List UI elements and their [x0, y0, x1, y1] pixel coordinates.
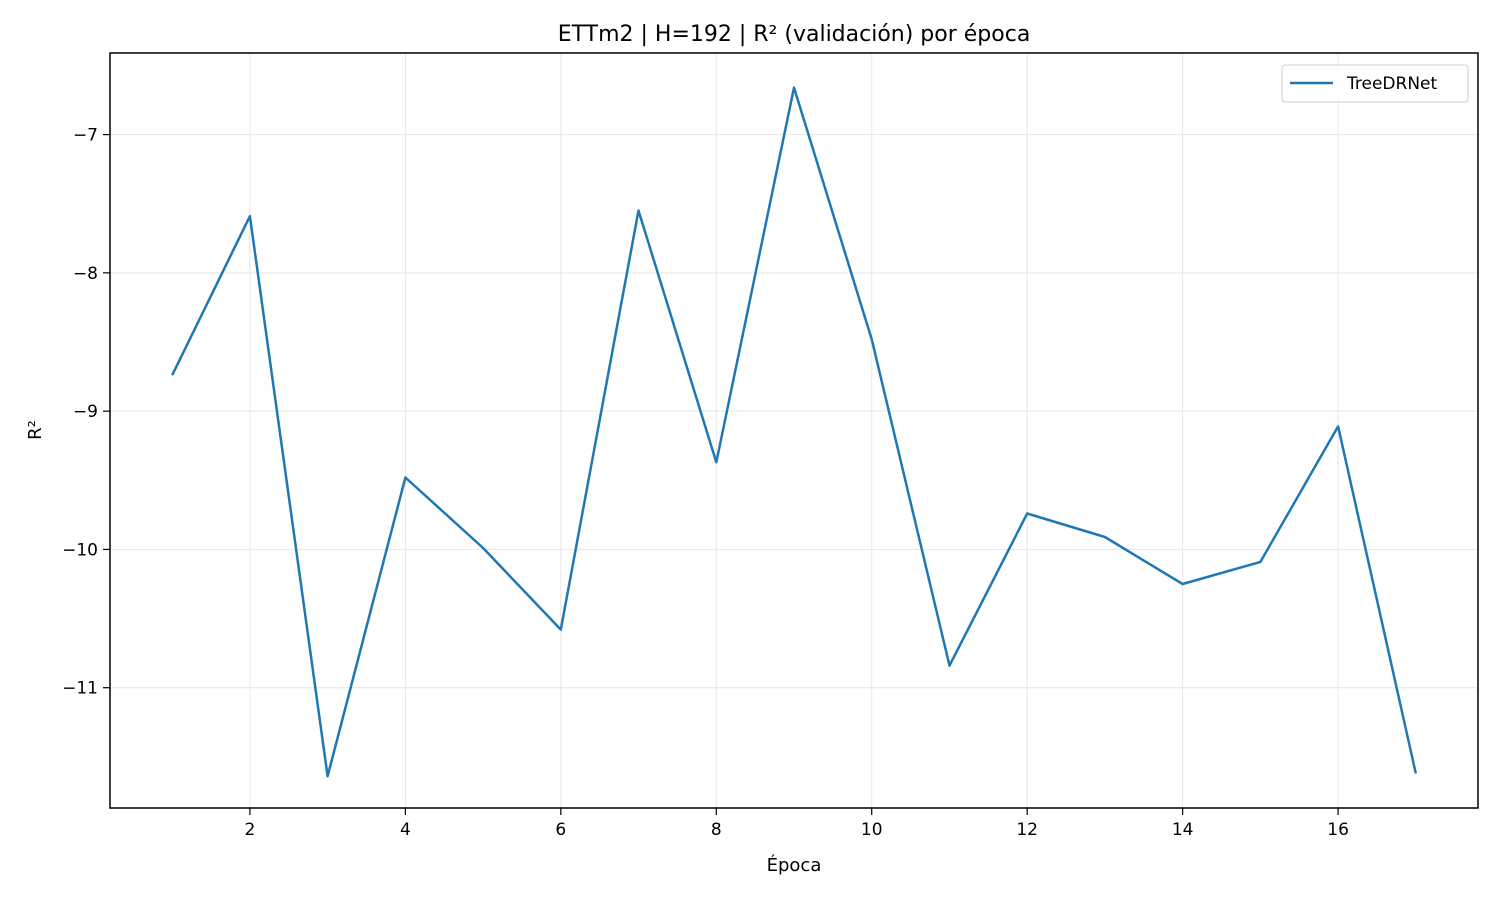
plot-frame	[109, 52, 1479, 809]
x-tick-label: 12	[1016, 820, 1038, 840]
y-tick-label: −9	[73, 402, 98, 422]
y-tick-label: −10	[62, 540, 98, 560]
series-line-treedrnet	[171, 86, 1418, 778]
y-tick-label: −7	[73, 126, 98, 146]
x-tick-label: 4	[400, 820, 411, 840]
ticks: 2 4 6 8 10 12 14 16 −11 −10 −9 −8 −7	[62, 126, 1349, 840]
x-tick-label: 16	[1327, 820, 1349, 840]
y-tick-label: −8	[73, 264, 98, 284]
y-tick-label: −11	[62, 679, 98, 699]
x-tick-label: 6	[555, 820, 566, 840]
grid	[110, 53, 1478, 808]
chart-title: ETTm2 | H=192 | R² (validación) por époc…	[558, 22, 1031, 47]
x-tick-label: 14	[1172, 820, 1194, 840]
x-tick-label: 10	[861, 820, 883, 840]
legend-label-treedrnet: TreeDRNet	[1346, 74, 1437, 94]
x-axis-label: Época	[767, 854, 822, 876]
y-axis-label: R²	[25, 420, 46, 440]
legend: TreeDRNet	[1281, 64, 1469, 103]
series-layer	[171, 86, 1418, 778]
legend-box	[1281, 64, 1469, 103]
x-tick-label: 8	[711, 820, 722, 840]
x-tick-label: 2	[244, 820, 255, 840]
